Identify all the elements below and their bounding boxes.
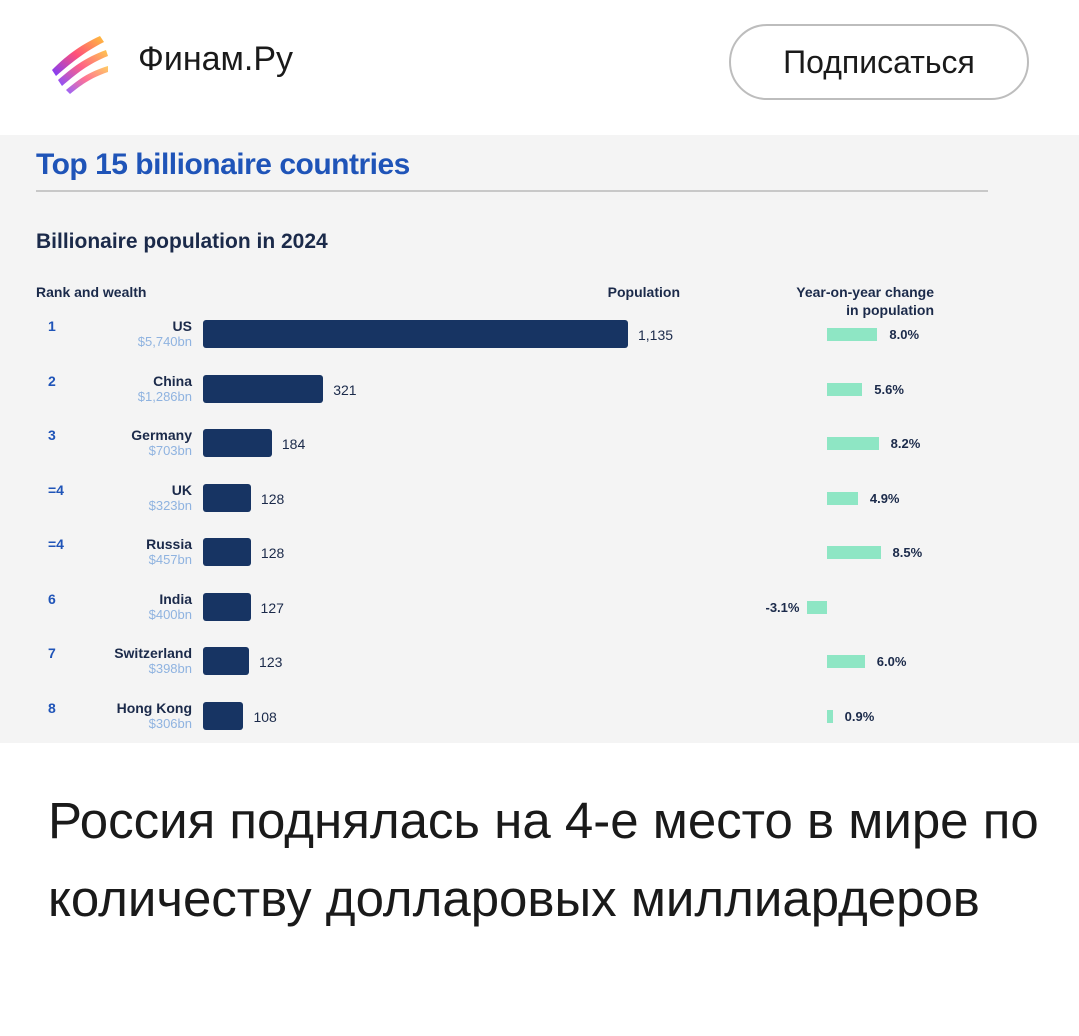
population-bar (203, 429, 272, 457)
population-value: 184 (281, 436, 306, 452)
yoy-bar (827, 382, 863, 396)
population-bar (203, 647, 250, 675)
population-bar (203, 320, 628, 348)
chart-subtitle: Billionaire population in 2024 (36, 230, 328, 253)
row-rank: =4 (48, 536, 64, 552)
yoy-bar (807, 600, 827, 614)
population-value: 128 (260, 545, 285, 561)
column-header-population: Population (607, 284, 680, 300)
yoy-label: 8.0% (889, 327, 920, 342)
row-wealth: $5,740bn (137, 334, 192, 349)
column-header-yoy: Year-on-year change (796, 284, 934, 300)
population-bar (203, 538, 251, 566)
population-value: 127 (260, 599, 284, 616)
row-rank: =4 (48, 481, 64, 498)
row-wealth: $323bn (148, 497, 192, 513)
column-header-yoy-sub: in population (846, 302, 934, 318)
row-country: US (172, 318, 192, 334)
channel-name[interactable]: Финам.Ру (138, 40, 294, 78)
finam-logo-icon (52, 36, 108, 94)
yoy-bar (827, 709, 833, 723)
title-divider (36, 190, 988, 192)
row-country: China (153, 372, 192, 389)
chart-title: Top 15 billionaire countries (36, 148, 410, 181)
subscribe-button[interactable]: Подписаться (729, 24, 1029, 100)
row-rank: 3 (48, 427, 56, 443)
yoy-bar (827, 655, 865, 668)
column-header-rank: Rank and wealth (36, 284, 147, 300)
row-country: Germany (131, 427, 192, 443)
population-bar (203, 374, 324, 403)
yoy-bar (827, 437, 879, 450)
yoy-label: 8.2% (890, 436, 921, 451)
population-value: 321 (333, 381, 357, 398)
row-wealth: $398bn (148, 661, 192, 676)
row-rank: 6 (48, 590, 56, 607)
yoy-label: 6.0% (876, 654, 907, 669)
row-wealth: $457bn (148, 552, 192, 567)
row-wealth: $703bn (148, 443, 192, 458)
population-value: 128 (260, 490, 285, 507)
population-bar (203, 592, 251, 621)
yoy-bar (827, 328, 878, 341)
row-country: Russia (146, 536, 192, 552)
yoy-bar (827, 546, 881, 559)
row-wealth: $1,286bn (137, 388, 192, 404)
yoy-label: -3.1% (765, 599, 800, 615)
post-headline[interactable]: Россия поднялась на 4-е место в мире по … (48, 792, 1039, 927)
row-country: Switzerland (114, 645, 192, 661)
chart-image (0, 135, 1079, 743)
yoy-label: 0.9% (844, 708, 875, 724)
population-value: 1,135 (638, 327, 674, 343)
row-country: India (159, 590, 192, 607)
post-header: Финам.Ру Подписаться (0, 0, 1079, 130)
population-bar (203, 701, 244, 730)
row-rank: 2 (48, 372, 56, 389)
yoy-bar (827, 491, 858, 505)
row-rank: 7 (48, 645, 56, 661)
yoy-label: 4.9% (869, 490, 900, 506)
population-bar (203, 483, 251, 512)
row-country: UK (171, 481, 192, 498)
yoy-label: 8.5% (892, 545, 923, 560)
row-wealth: $306bn (148, 715, 192, 731)
population-value: 123 (259, 654, 283, 670)
row-country: Hong Kong (116, 699, 192, 716)
row-rank: 1 (48, 318, 56, 334)
yoy-label: 5.6% (874, 381, 904, 397)
row-wealth: $400bn (148, 606, 192, 622)
row-rank: 8 (48, 699, 56, 716)
population-value: 108 (253, 708, 277, 725)
